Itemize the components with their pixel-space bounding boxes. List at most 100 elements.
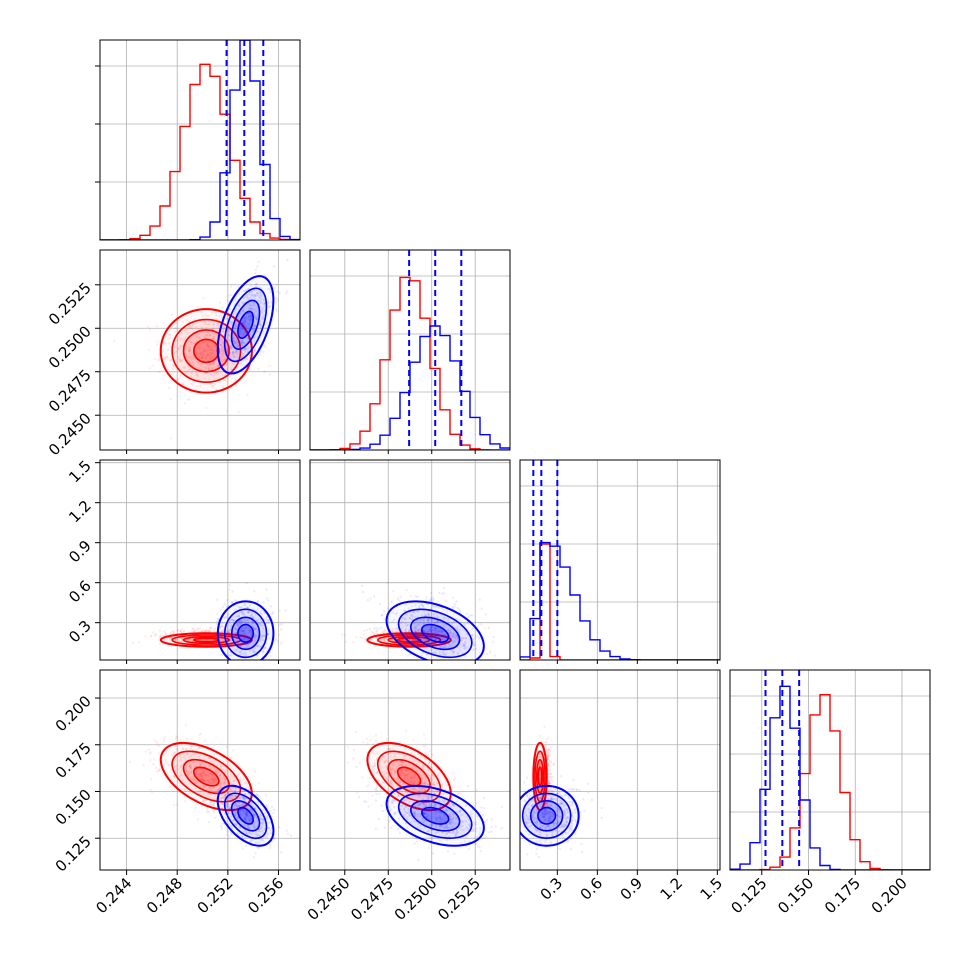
scatter-point-1 [436, 621, 439, 624]
scatter-point-1 [254, 627, 258, 630]
scatter-point-1 [248, 604, 252, 607]
scatter-point-1 [233, 302, 236, 306]
scatter-point-1 [246, 330, 249, 334]
scatter-point-1 [403, 618, 407, 621]
scatter-point-1 [266, 804, 269, 807]
scatter-point-0 [232, 355, 236, 359]
scatter-point-1 [454, 634, 457, 637]
scatter-point-1 [240, 643, 243, 647]
scatter-point-1 [247, 622, 250, 625]
scatter-point-1 [254, 294, 257, 297]
scatter-point-0 [209, 772, 212, 775]
scatter-point-1 [233, 310, 236, 313]
scatter-point-1 [231, 351, 234, 354]
scatter-point-1 [243, 350, 247, 353]
scatter-point-0 [201, 771, 204, 774]
scatter-point-0 [471, 634, 474, 637]
scatter-point-1 [254, 638, 257, 642]
scatter-point-0 [156, 340, 159, 343]
scatter-point-1 [406, 654, 409, 657]
scatter-point-0 [432, 629, 436, 632]
scatter-point-0 [369, 738, 372, 741]
scatter-point-1 [240, 622, 244, 625]
scatter-point-0 [191, 776, 194, 779]
scatter-point-0 [173, 765, 176, 768]
scatter-point-0 [395, 630, 399, 633]
scatter-point-1 [238, 606, 241, 609]
scatter-point-0 [178, 357, 181, 361]
scatter-point-1 [238, 328, 242, 332]
scatter-point-1 [249, 631, 252, 634]
scatter-point-0 [164, 759, 167, 762]
scatter-point-0 [209, 789, 212, 792]
scatter-point-1 [383, 826, 387, 829]
scatter-point-1 [248, 642, 251, 645]
scatter-point-1 [244, 319, 247, 322]
scatter-point-0 [252, 349, 256, 352]
scatter-point-0 [180, 337, 184, 341]
scatter-point-1 [239, 340, 242, 344]
scatter-point-1 [422, 618, 426, 621]
scatter-point-1 [233, 619, 236, 622]
scatter-point-1 [275, 637, 278, 641]
scatter-point-1 [228, 628, 232, 632]
scatter-point-0 [205, 773, 209, 777]
scatter-point-1 [248, 615, 252, 618]
scatter-point-1 [421, 605, 425, 608]
scatter-point-1 [247, 328, 250, 331]
scatter-point-0 [209, 348, 213, 352]
scatter-point-1 [210, 373, 213, 377]
scatter-point-0 [452, 778, 455, 782]
scatter-point-0 [158, 371, 161, 374]
scatter-point-1 [212, 362, 215, 365]
scatter-point-0 [199, 353, 202, 356]
scatter-point-1 [442, 625, 446, 628]
scatter-point-1 [492, 635, 495, 639]
scatter-point-0 [221, 359, 225, 363]
scatter-point-1 [278, 826, 281, 829]
scatter-point-0 [165, 355, 168, 359]
scatter-point-0 [199, 343, 202, 346]
scatter-point-1 [239, 623, 242, 626]
scatter-point-1 [242, 325, 245, 328]
scatter-point-1 [260, 317, 263, 320]
scatter-point-0 [242, 789, 245, 793]
scatter-point-1 [237, 285, 240, 289]
scatter-point-1 [215, 388, 218, 392]
scatter-point-1 [267, 301, 270, 304]
scatter-point-1 [425, 596, 428, 599]
scatter-point-1 [226, 598, 229, 602]
scatter-point-1 [247, 322, 251, 326]
scatter-point-0 [196, 305, 199, 308]
scatter-point-1 [220, 633, 224, 637]
scatter-point-1 [449, 631, 452, 635]
scatter-point-1 [452, 607, 455, 610]
scatter-point-1 [252, 642, 255, 645]
scatter-point-0 [375, 632, 379, 635]
scatter-point-1 [447, 640, 451, 643]
scatter-point-1 [241, 322, 244, 325]
scatter-point-1 [212, 641, 215, 644]
scatter-point-0 [201, 777, 204, 780]
scatter-point-1 [227, 613, 230, 616]
scatter-point-1 [243, 633, 246, 636]
scatter-point-0 [180, 774, 184, 777]
scatter-point-0 [219, 630, 222, 633]
scatter-point-1 [247, 317, 250, 320]
scatter-point-1 [456, 628, 459, 631]
scatter-point-0 [179, 739, 182, 742]
scatter-point-1 [258, 623, 261, 626]
scatter-point-1 [419, 618, 422, 622]
scatter-point-1 [234, 640, 238, 643]
scatter-point-1 [250, 640, 253, 644]
scatter-point-0 [240, 328, 244, 332]
scatter-point-1 [260, 621, 263, 624]
scatter-point-1 [413, 842, 416, 845]
scatter-point-1 [244, 324, 247, 328]
scatter-point-0 [229, 756, 232, 759]
scatter-point-1 [260, 609, 263, 612]
scatter-point-1 [231, 601, 234, 604]
scatter-point-1 [212, 362, 216, 366]
scatter-point-0 [206, 342, 210, 345]
